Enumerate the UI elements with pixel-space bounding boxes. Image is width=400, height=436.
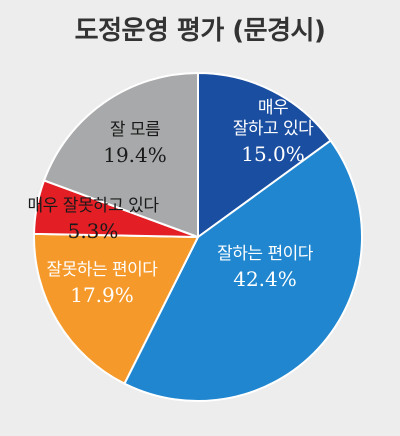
slice-value-2: 42.4% — [233, 267, 297, 291]
pie-slice-1 — [197, 72, 332, 238]
slice-label-3: 잘못하는 편이다 — [46, 260, 158, 280]
chart-title: 도정운영 평가 (문경시) — [74, 16, 326, 46]
slice-value-5: 19.4% — [103, 143, 167, 167]
slice-label-4: 매우 잘못하고 있다 — [27, 196, 159, 216]
slice-label-1: 매우 잘하고 있다 — [232, 98, 314, 139]
pie-slice-3 — [33, 232, 199, 385]
slice-value-3: 17.9% — [70, 283, 134, 307]
slice-value-4: 5.3% — [67, 219, 119, 243]
slice-label-2: 잘하는 편이다 — [217, 244, 313, 264]
pie-slice-5 — [43, 72, 199, 238]
slice-label-5: 잘 모름 — [109, 120, 161, 140]
pie-slice-2 — [123, 139, 363, 402]
slice-value-1: 15.0% — [241, 142, 305, 166]
